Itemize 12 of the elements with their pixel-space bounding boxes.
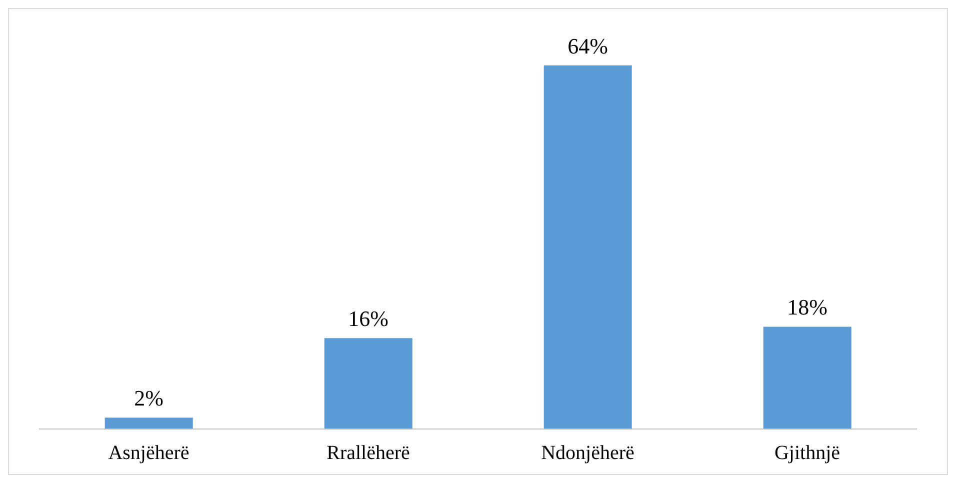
bar: [104, 418, 193, 429]
bar: [544, 65, 632, 429]
data-label: 2%: [134, 386, 164, 411]
data-label: 16%: [348, 306, 389, 332]
x-tick-label: Rrallëherë: [326, 442, 410, 464]
x-tick-label: Asnjëherë: [108, 442, 190, 464]
x-tick-label: Ndonjëherë: [541, 442, 635, 464]
data-label: 64%: [568, 33, 608, 58]
data-label: 18%: [787, 294, 828, 320]
x-tick-label: Gjithnjë: [774, 442, 840, 464]
bar: [763, 326, 852, 429]
bar: [324, 338, 412, 429]
